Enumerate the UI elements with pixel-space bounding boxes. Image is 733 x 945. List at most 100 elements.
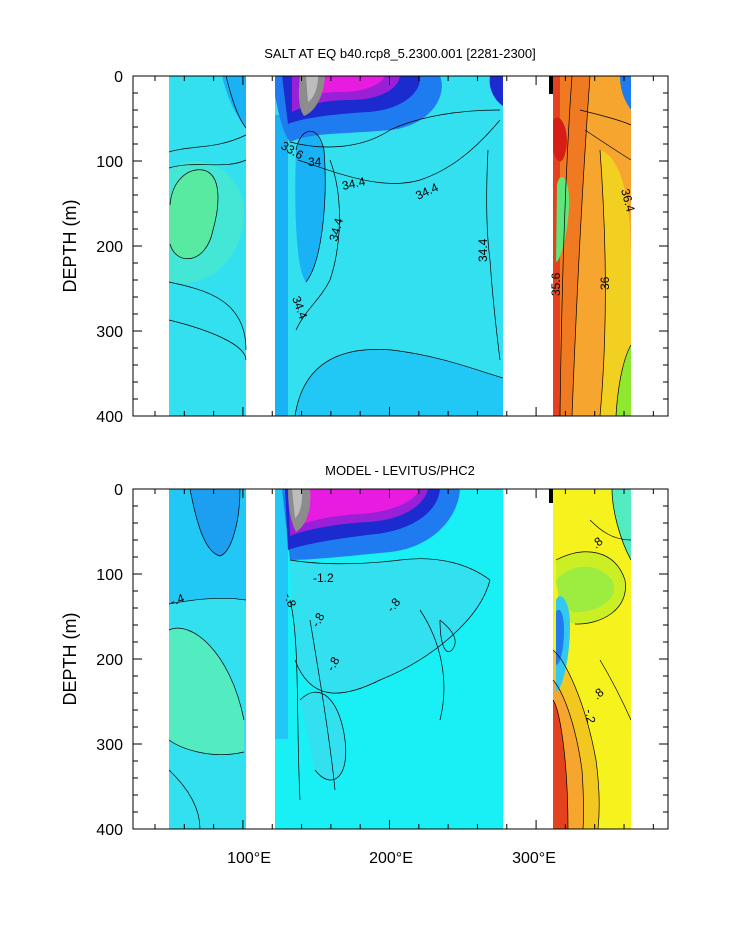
top-y-tick-label-300: 300 — [96, 324, 123, 341]
top-y-tick-label-200: 200 — [96, 239, 123, 256]
bottom-pacific-lightblue — [290, 558, 490, 694]
top-contour-line-7 — [289, 109, 501, 148]
top-atlantic-lime-corner — [616, 345, 631, 416]
top-contour-label-8: 35.6 — [549, 272, 563, 296]
top-atlantic-orange-strip — [560, 76, 590, 416]
top-pacific-tongue — [295, 131, 326, 282]
bottom-axis-ticks — [133, 488, 668, 830]
bottom-pacific-west-strip — [275, 489, 288, 739]
top-contour-fills — [169, 76, 631, 416]
top-contour-line-10 — [295, 159, 340, 331]
bottom-x-tick-labels: 100°E 200°E 300°E — [227, 850, 556, 867]
top-y-label: DEPTH (m) — [60, 200, 80, 293]
top-contour-label-3: 34.4 — [341, 174, 367, 193]
top-pacific-fresh-lightgray — [306, 76, 318, 102]
top-y-tick-labels: 0 100 200 300 400 — [96, 69, 123, 426]
top-atlantic-green-core — [556, 177, 570, 262]
top-panel: SALT AT EQ b40.rcp8_5.2300.001 [2281-230… — [60, 46, 669, 426]
top-y-tick-label-400: 400 — [96, 409, 123, 426]
top-axis-ticks — [133, 75, 668, 417]
top-contour-line-17 — [579, 109, 632, 126]
bottom-contour-line-5 — [168, 769, 201, 829]
top-y-tick-label-0: 0 — [114, 69, 123, 86]
top-contour-lines — [168, 76, 632, 416]
top-contour-line-11 — [294, 349, 504, 416]
top-contour-line-2 — [168, 159, 247, 169]
bottom-pacific-fresh-magenta — [292, 489, 420, 528]
top-contour-label-5: 34.4 — [326, 216, 346, 242]
bottom-pacific-lightblue-lobe — [300, 692, 346, 780]
bottom-west-green — [169, 628, 244, 755]
top-contour-line-4 — [168, 281, 247, 351]
bottom-atlantic-cyan-corner — [612, 489, 631, 560]
top-contour-line-14 — [571, 76, 591, 416]
bottom-panel: MODEL - LEVITUS/PHC2 — [60, 463, 669, 867]
x-tick-label-100E: 100°E — [227, 850, 271, 867]
bottom-y-tick-label-300: 300 — [96, 737, 123, 754]
bottom-contour-line-2 — [189, 489, 241, 557]
bottom-contour-line-18 — [599, 659, 632, 721]
bottom-pacific-fresh-lightgray — [292, 489, 303, 518]
bottom-panel-title: MODEL - LEVITUS/PHC2 — [325, 463, 475, 478]
bottom-y-tick-label-200: 200 — [96, 652, 123, 669]
x-tick-label-300E: 300°E — [512, 850, 556, 867]
bottom-contour-line-15 — [552, 699, 569, 829]
bottom-contour-line-7 — [294, 579, 491, 694]
bottom-contour-line-4 — [168, 739, 245, 755]
bottom-atlantic-blue-core — [556, 609, 564, 665]
bottom-contour-lines — [168, 489, 632, 829]
top-pacific-east-corner — [489, 76, 503, 106]
bottom-y-tick-label-0: 0 — [114, 482, 123, 499]
bottom-contour-line-11 — [419, 609, 445, 721]
top-pacific-lower-blue — [295, 349, 503, 416]
bottom-contour-line-9 — [289, 599, 301, 801]
bottom-contour-line-10 — [309, 619, 336, 791]
bottom-contour-line-6 — [289, 558, 491, 581]
top-y-tick-label-100: 100 — [96, 154, 123, 171]
bottom-contour-line-16 — [555, 551, 626, 625]
top-contour-line-18 — [615, 344, 632, 416]
top-atlantic-black-tab — [549, 76, 553, 94]
top-contour-label-6: 34.4 — [476, 238, 490, 262]
bottom-contour-line-3 — [168, 627, 245, 721]
top-contour-line-8 — [297, 119, 501, 184]
bottom-contour-line-8 — [299, 691, 347, 781]
bottom-y-tick-label-100: 100 — [96, 567, 123, 584]
bottom-atlantic-black-tab — [549, 489, 553, 503]
bottom-y-tick-label-400: 400 — [96, 822, 123, 839]
bottom-y-label: DEPTH (m) — [60, 613, 80, 706]
top-contour-label-2: 34 — [308, 155, 322, 169]
top-contour-line-15 — [599, 149, 606, 416]
bottom-west-dark-blue — [190, 489, 240, 556]
x-tick-label-200E: 200°E — [369, 850, 413, 867]
bottom-contour-line-17 — [611, 489, 632, 561]
bottom-y-tick-labels: 0 100 200 300 400 — [96, 482, 123, 839]
bottom-contour-label-7: -.2 — [582, 708, 598, 725]
top-contour-line-1 — [168, 134, 247, 153]
top-contour-line-16 — [584, 129, 632, 161]
bottom-contour-fills — [169, 489, 631, 829]
top-west-mid-blob — [169, 161, 245, 284]
top-atlantic-red-core — [553, 117, 567, 162]
bottom-contour-line-12 — [439, 619, 456, 652]
bottom-atlantic-red-strip — [553, 700, 568, 829]
top-contour-line-5 — [168, 319, 247, 361]
top-panel-title: SALT AT EQ b40.rcp8_5.2300.001 [2281-230… — [264, 46, 536, 61]
top-contour-line-12 — [486, 149, 501, 361]
bottom-contour-line-13 — [552, 649, 600, 829]
top-west-blue-patch — [222, 76, 246, 128]
bottom-contour-line-14 — [552, 679, 585, 829]
bottom-contour-label-4: -.8 — [308, 610, 327, 629]
top-contour-label-9: 36 — [598, 276, 612, 290]
bottom-contour-label-3: -.8 — [281, 591, 299, 609]
top-atlantic-yellow — [600, 150, 631, 416]
top-contour-line-9 — [295, 130, 326, 283]
top-contour-label-10: 36.4 — [618, 187, 638, 213]
bottom-contour-label-2: -1.2 — [313, 571, 334, 585]
bottom-contour-label-1: -.4 — [168, 591, 186, 609]
top-atlantic-blue-corner — [620, 76, 631, 110]
bottom-contour-label-5: -.8 — [323, 654, 342, 673]
top-contour-line-3 — [169, 169, 219, 260]
top-contour-line-13 — [559, 76, 573, 416]
